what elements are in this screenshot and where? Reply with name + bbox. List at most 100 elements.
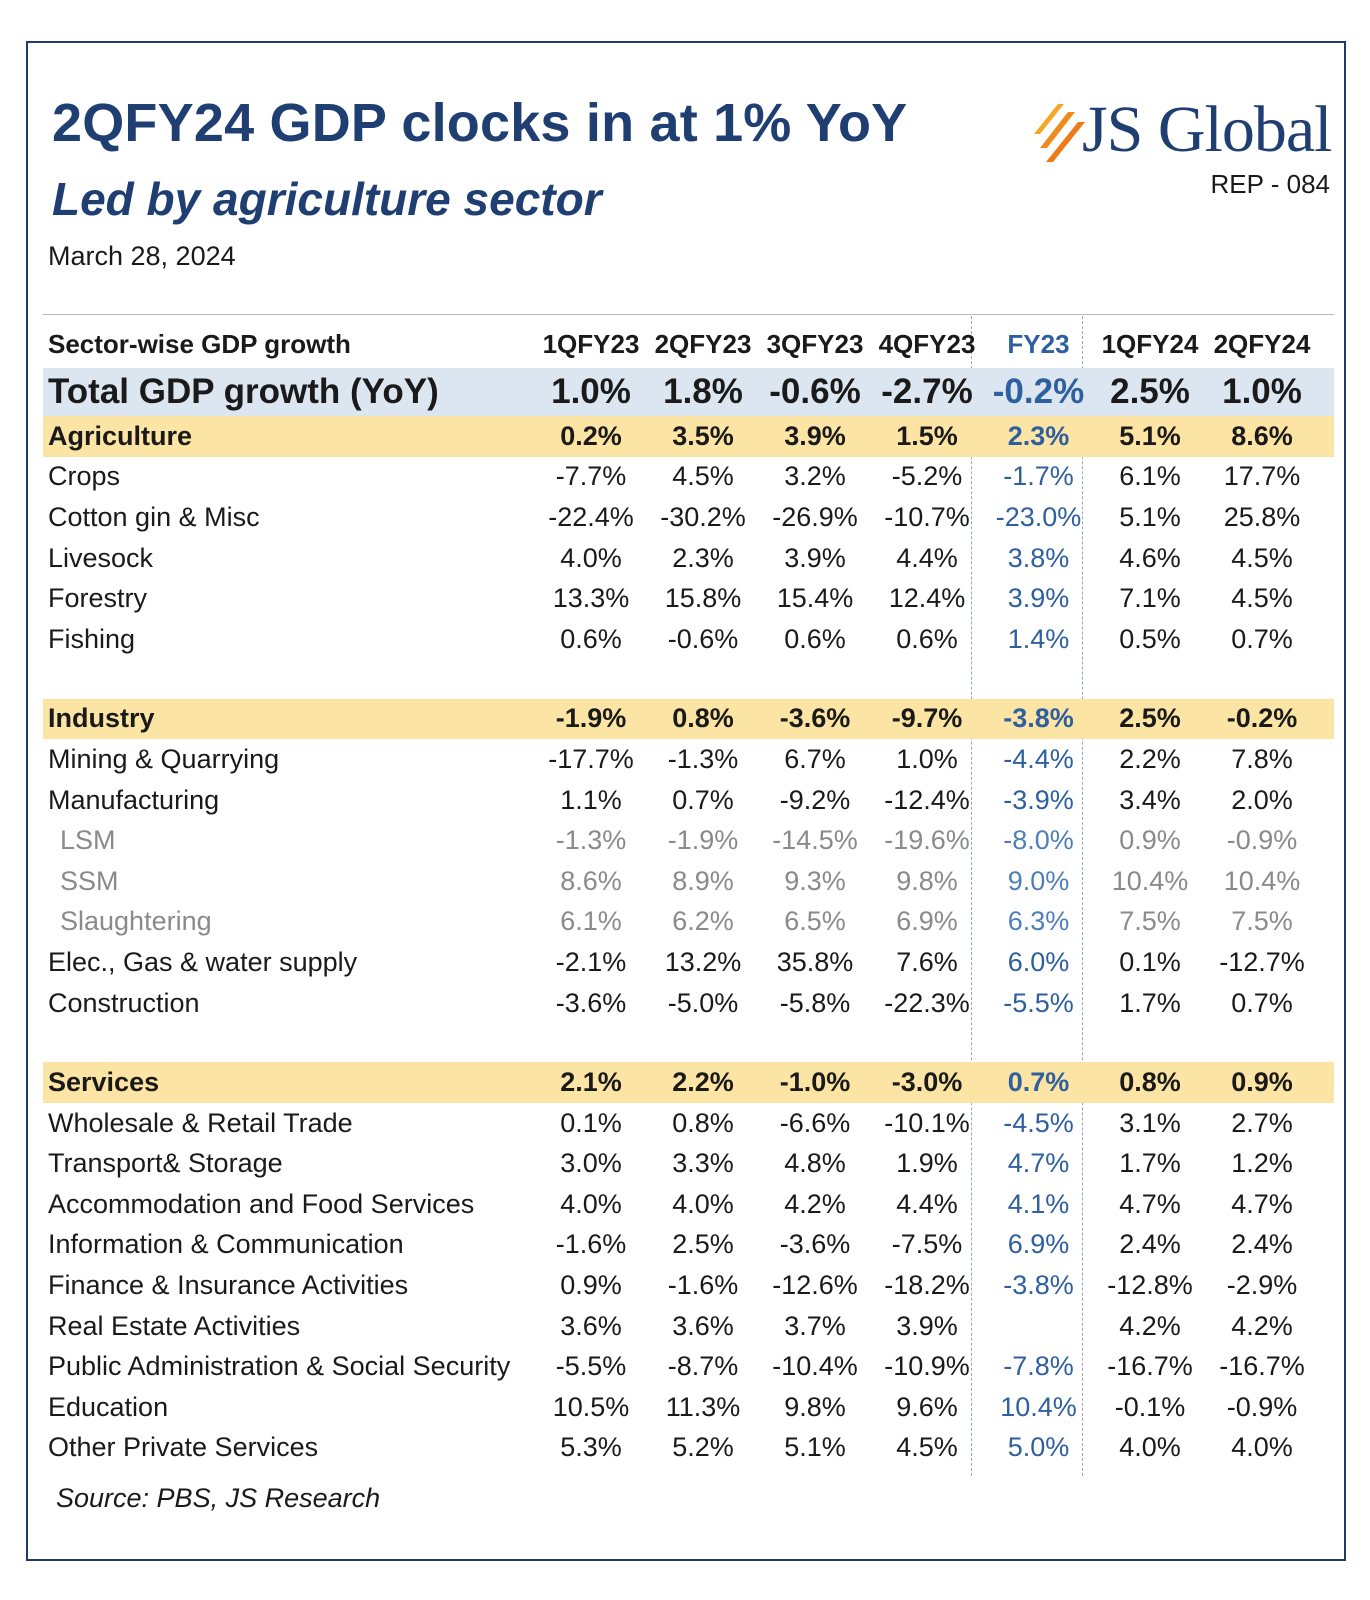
table-cell-1qfy24: -0.1% xyxy=(1114,1391,1186,1422)
table-cell-3qfy23: 6.7% xyxy=(784,743,846,774)
table-cell-1qfy24: 6.1% xyxy=(1119,461,1181,492)
table-cell-2qfy23: 2.3% xyxy=(672,542,734,573)
table-cell-4qfy23: -12.4% xyxy=(884,784,970,815)
table-cell-2qfy24: 4.5% xyxy=(1231,583,1293,614)
row-label: Livesock xyxy=(48,542,154,573)
table-cell-fy23: -4.5% xyxy=(1003,1107,1074,1138)
table-cell-2qfy24: 0.7% xyxy=(1231,623,1293,654)
fy23-left-divider xyxy=(971,316,972,1476)
table-row: Mining & Quarrying -17.7% -1.3% 6.7% 1.0% -4.… xyxy=(43,739,1334,780)
table-cell-2qfy24: 17.7% xyxy=(1223,461,1301,492)
row-label: Fishing xyxy=(48,623,136,654)
table-cell-2qfy23: 13.2% xyxy=(664,946,742,977)
row-label: Total GDP growth (YoY) xyxy=(48,372,439,411)
table-cell-fy23: 4.7% xyxy=(1007,1148,1070,1179)
row-label: Crops xyxy=(48,461,121,492)
table-cell-2qfy23: 6.2% xyxy=(672,906,734,937)
table-cell-1qfy24: 5.1% xyxy=(1119,420,1181,451)
table-cell-3qfy23: 3.2% xyxy=(784,461,846,492)
table-row: Elec., Gas & water supply -2.1% 13.2% 35.8%… xyxy=(43,942,1334,983)
table-cell-1qfy23: 3.6% xyxy=(560,1310,622,1341)
table-cell-fy23: -8.0% xyxy=(1003,825,1074,856)
table-cell-fy23: -23.0% xyxy=(995,501,1082,532)
table-cell-1qfy23: -3.6% xyxy=(555,987,627,1018)
table-row: Finance & Insurance Activities 0.9% -1.6% -… xyxy=(43,1265,1334,1306)
table-row: Forestry 13.3% 15.8% 15.4% 12.4% 3.9% 7.1% 4.5% xyxy=(43,578,1334,619)
row-label: Finance & Insurance Activities xyxy=(48,1270,409,1301)
table-cell-2qfy24: -0.2% xyxy=(1226,703,1298,734)
table-cell-4qfy23: -22.3% xyxy=(884,987,970,1018)
table-cell-3qfy23: 9.3% xyxy=(784,865,846,896)
table-cell-3qfy23: -10.4% xyxy=(772,1351,858,1382)
row-label: Cotton gin & Misc xyxy=(48,501,260,532)
fy23-right-divider xyxy=(1082,316,1083,1476)
table-cell-2qfy23: -30.2% xyxy=(660,501,746,532)
table-cell-4qfy23: 4.4% xyxy=(896,542,958,573)
table-cell-1qfy24: 0.8% xyxy=(1119,1067,1181,1098)
table-cell-1qfy23: 13.3% xyxy=(552,583,630,614)
row-label: Elec., Gas & water supply xyxy=(48,946,358,977)
table-cell-3qfy23: 3.9% xyxy=(784,420,846,451)
table-cell-1qfy24: 4.0% xyxy=(1119,1432,1181,1463)
section-spacer xyxy=(43,1023,1334,1062)
section-spacer xyxy=(43,660,1334,699)
table-cell-1qfy24: 3.4% xyxy=(1119,784,1181,815)
table-cell-1qfy23: -1.3% xyxy=(555,825,627,856)
table-cell-fy23: 10.4% xyxy=(1000,1391,1077,1422)
table-cell-2qfy24: -0.9% xyxy=(1226,1391,1298,1422)
table-cell-2qfy24: 10.4% xyxy=(1223,865,1301,896)
table-cell-2qfy23: 15.8% xyxy=(664,583,742,614)
table-cell-3qfy23: -3.6% xyxy=(779,1229,851,1260)
table-cell-3qfy23: 3.7% xyxy=(784,1310,846,1341)
table-cell-2qfy23: 0.7% xyxy=(672,784,734,815)
brand-logo: JS Global xyxy=(1024,94,1334,166)
table-cell-2qfy23: -1.3% xyxy=(667,743,739,774)
table-cell-fy23: 3.8% xyxy=(1007,542,1070,573)
table-cell-1qfy23: 5.3% xyxy=(560,1432,622,1463)
table-cell-2qfy24: 7.5% xyxy=(1231,906,1293,937)
table-cell-2qfy23: 1.8% xyxy=(663,372,743,411)
table-cell-1qfy24: 4.6% xyxy=(1119,542,1181,573)
table-cell-1qfy23: 3.0% xyxy=(560,1148,622,1179)
table-cell-2qfy24: 4.5% xyxy=(1231,542,1293,573)
row-label: Manufacturing xyxy=(48,784,220,815)
table-cell-3qfy23: -9.2% xyxy=(779,784,851,815)
table-cell-4qfy23: -18.2% xyxy=(884,1270,970,1301)
table-cell-1qfy24: 2.5% xyxy=(1110,372,1190,411)
row-label: Education xyxy=(48,1391,169,1422)
row-label: Accommodation and Food Services xyxy=(48,1188,475,1219)
table-row: Crops -7.7% 4.5% 3.2% -5.2% -1.7% 6.1% 17.7% xyxy=(43,457,1334,498)
table-row: Manufacturing 1.1% 0.7% -9.2% -12.4% -3.9% 3.4… xyxy=(43,780,1334,821)
table-cell-fy23: -3.9% xyxy=(1003,784,1074,815)
table-cell-fy23: 9.0% xyxy=(1007,865,1070,896)
table-cell-3qfy23: 35.8% xyxy=(776,946,854,977)
table-row: Education 10.5% 11.3% 9.8% 9.6% 10.4% -0.1% -0.… xyxy=(43,1387,1334,1428)
table-cell-4qfy23: 4.5% xyxy=(896,1432,958,1463)
table-cell-fy23: -7.8% xyxy=(1003,1351,1074,1382)
table-cell-1qfy23: -1.9% xyxy=(555,703,627,734)
table-cell-1qfy23: 2.1% xyxy=(560,1067,622,1098)
table-cell-1qfy23: -7.7% xyxy=(555,461,627,492)
row-label: Public Administration & Social Security xyxy=(48,1351,511,1382)
table-cell-3qfy23: 5.1% xyxy=(784,1432,846,1463)
table-cell-2qfy23: -1.9% xyxy=(667,825,739,856)
sector-row: Services 2.1% 2.2% -1.0% -3.0% 0.7% 0.8% 0.9% xyxy=(43,1062,1334,1103)
row-label: Industry xyxy=(48,703,155,734)
table-cell-4qfy23: -9.7% xyxy=(891,703,963,734)
row-label: Services xyxy=(48,1067,160,1098)
page-subtitle: Led by agriculture sector xyxy=(52,173,602,225)
table-cell-2qfy23: 2.2% xyxy=(672,1067,734,1098)
table-cell-1qfy23: -22.4% xyxy=(548,501,634,532)
table-cell-2qfy24: 4.0% xyxy=(1231,1432,1293,1463)
table-cell-fy23: -3.8% xyxy=(1003,1270,1074,1301)
row-label: Slaughtering xyxy=(60,906,212,937)
table-cell-2qfy24: -16.7% xyxy=(1219,1351,1305,1382)
total-row: Total GDP growth (YoY) 1.0% 1.8% -0.6% -2.7%… xyxy=(43,368,1334,416)
table-cell-1qfy24: 1.7% xyxy=(1119,987,1181,1018)
table-cell-2qfy24: 4.7% xyxy=(1231,1188,1293,1219)
column-header-2qfy23: 2QFY23 xyxy=(654,328,752,359)
table-cell-fy23: 6.0% xyxy=(1007,946,1070,977)
table-cell-2qfy24: 2.7% xyxy=(1231,1107,1293,1138)
row-label: Other Private Services xyxy=(48,1432,319,1463)
table-cell-2qfy24: 7.8% xyxy=(1231,743,1293,774)
